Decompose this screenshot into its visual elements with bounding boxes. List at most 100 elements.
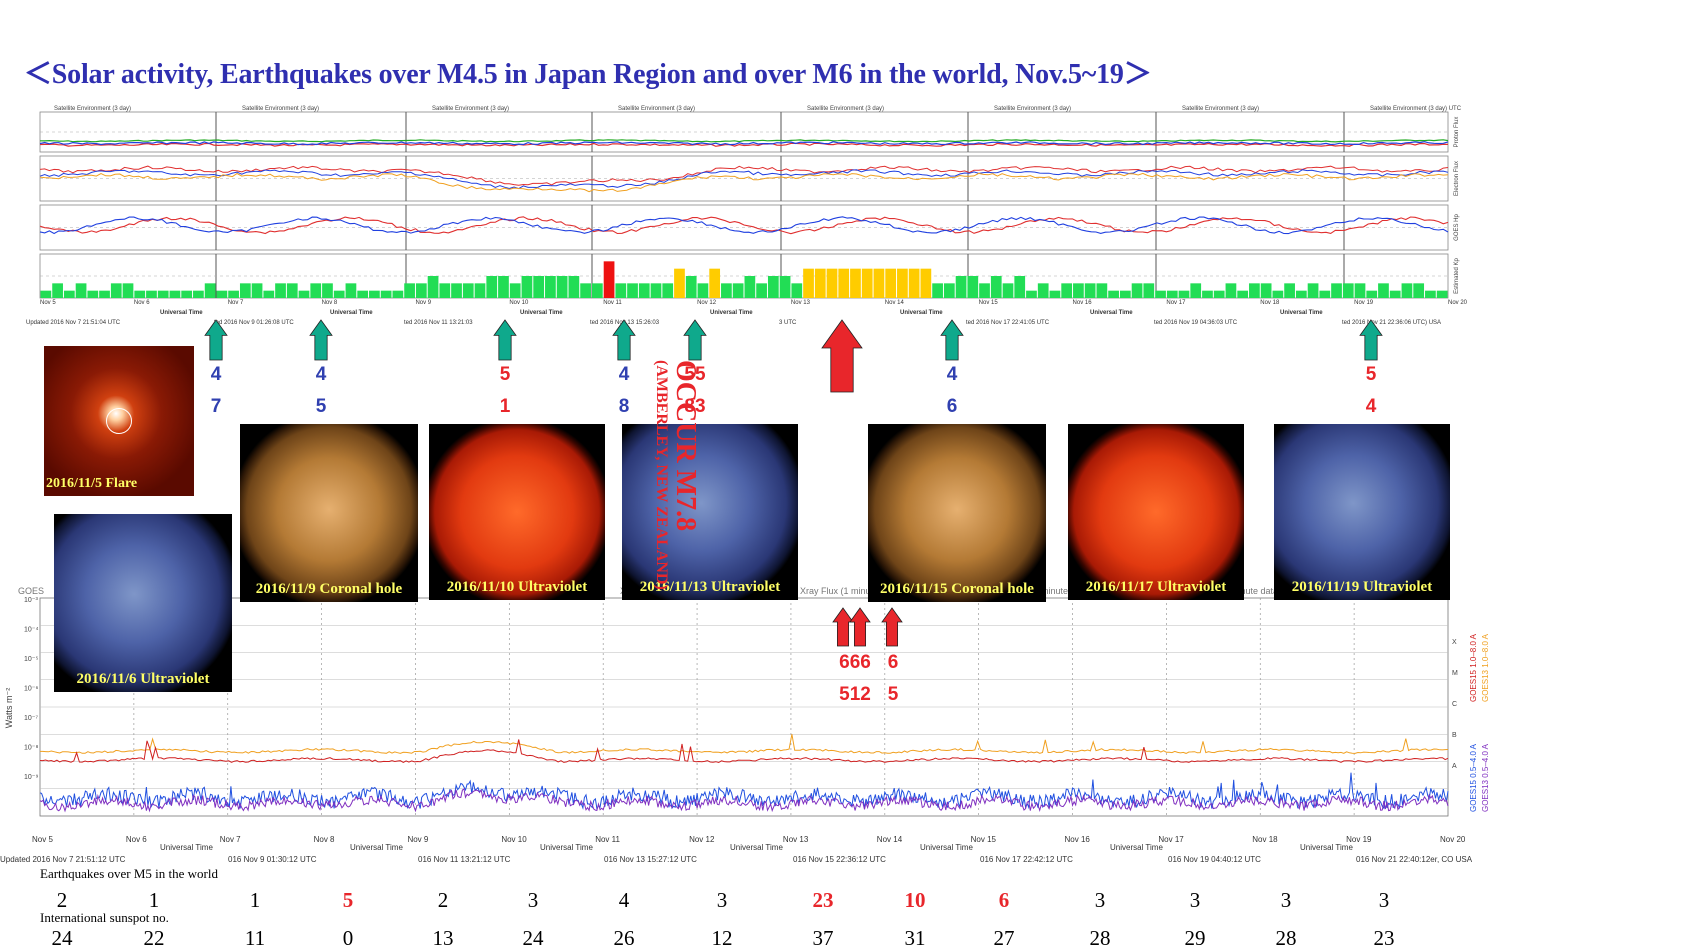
earthquake-count-cell: 3 <box>1378 888 1390 912</box>
kp-bar <box>110 283 122 298</box>
kp-bar <box>1108 290 1119 298</box>
xray-class-label: C <box>1452 701 1457 708</box>
occur-annotation: OCCUR M7.8 (AMBERLEY, NEW ZEALAND) <box>653 360 701 590</box>
kp-bar <box>545 276 556 298</box>
top-updated-text: ted 2016 Nov 21 22:36:06 UTC) USA <box>1342 320 1441 326</box>
kp-bar <box>568 276 580 298</box>
earthquake-count-cell: 1 <box>249 888 261 912</box>
kp-bar <box>333 290 345 298</box>
kp-bar <box>486 276 498 298</box>
kp-bar <box>462 283 474 298</box>
xray-updated-text: 016 Nov 9 01:30:12 UTC <box>228 855 317 864</box>
kp-bar <box>87 290 99 298</box>
japan-arrow-magnitude: 5 <box>499 364 511 385</box>
xray-x-tick: Nov 14 <box>877 835 903 844</box>
kp-bar <box>826 268 838 298</box>
kp-bar <box>498 276 509 298</box>
kp-bar <box>228 290 239 298</box>
xray-class-label: X <box>1452 639 1457 646</box>
kp-bar <box>298 290 310 298</box>
sunspot-count-cell: 31 <box>904 926 926 950</box>
japan-arrow-count: 6 <box>946 396 958 417</box>
xray-x-tick: Nov 6 <box>126 835 147 844</box>
kp-bar <box>1284 283 1295 298</box>
kp-bar <box>638 283 650 298</box>
japan-arrow-count: 1 <box>499 396 511 417</box>
xray-class-label: B <box>1452 732 1457 739</box>
kp-bar <box>1190 283 1202 298</box>
sunspot-row-label: International sunspot no. <box>40 910 169 925</box>
top-universal-time-label: Universal Time <box>520 310 563 316</box>
xray-updated-text: Updated 2016 Nov 7 21:51:12 UTC <box>0 855 126 864</box>
kp-bar <box>1155 290 1166 298</box>
xray-updated-text: 016 Nov 11 13:21:12 UTC <box>418 855 511 864</box>
kp-bar <box>1331 283 1342 298</box>
japan-arrow-count: 5 <box>315 396 327 417</box>
earthquake-count-cell: 1 <box>148 888 160 912</box>
top-universal-time-label: Universal Time <box>1090 310 1133 316</box>
kp-bar <box>1366 290 1378 298</box>
sunspot-count-cell: 27 <box>993 926 1015 950</box>
top-x-tick: Nov 12 <box>697 300 717 306</box>
kp-bar <box>1272 290 1284 298</box>
solar-image: 2016/11/17 Ultraviolet <box>1068 424 1244 600</box>
kp-bar <box>791 283 803 298</box>
kp-bar <box>322 283 333 298</box>
occur-location: (AMBERLEY, NEW ZEALAND) <box>653 360 670 590</box>
xray-y-tick: 10⁻⁷ <box>24 715 38 722</box>
kp-bar <box>204 283 216 298</box>
proton-trace <box>39 142 1449 147</box>
kp-bar <box>1026 290 1037 298</box>
top-x-tick: Nov 13 <box>791 300 811 306</box>
top-axis-label: GOES Hp <box>1454 214 1460 241</box>
top-x-tick: Nov 6 <box>134 300 150 306</box>
kp-bar <box>1119 290 1131 298</box>
kp-bar <box>1061 283 1073 298</box>
xray-legend-label: GOES13 0.5–4.0 A <box>1481 743 1490 812</box>
kp-bar <box>521 276 533 298</box>
sunspot-count-cell: 37 <box>812 926 834 950</box>
kp-bar <box>1166 290 1178 298</box>
sunspot-count-cell: 11 <box>244 926 266 950</box>
earthquake-count-cell: 3 <box>527 888 539 912</box>
kp-bar <box>1202 290 1213 298</box>
japan-arrow-count: 7 <box>210 396 222 417</box>
kp-bar <box>533 276 545 298</box>
japan-arrow-magnitude: 4 <box>315 364 327 385</box>
kp-bar <box>1237 290 1249 298</box>
xray-x-tick: Nov 12 <box>689 835 715 844</box>
xray-legend-label: GOES13 1.0–8.0 A <box>1481 633 1490 702</box>
kp-bar <box>369 290 380 298</box>
xray-universal-time-label: Universal Time <box>350 843 403 852</box>
top-x-tick: Nov 17 <box>1166 300 1186 306</box>
kp-bar <box>251 283 263 298</box>
world-arrow-top: 666 <box>839 652 871 673</box>
xray-class-label: A <box>1452 763 1457 770</box>
top-x-tick: Nov 7 <box>228 300 244 306</box>
top-x-tick: Nov 5 <box>40 300 56 306</box>
kp-bar <box>1002 283 1014 298</box>
earthquake-count-cell: 23 <box>812 888 834 912</box>
kp-bar <box>99 290 110 298</box>
solar-image-caption: 2016/11/6 Ultraviolet <box>76 671 210 687</box>
kp-bar <box>1178 290 1190 298</box>
occur-text: OCCUR M7.8 <box>670 360 701 532</box>
top-x-tick: Nov 9 <box>415 300 431 306</box>
japan-arrow-count: 83 <box>684 396 706 417</box>
kp-bar <box>1131 283 1143 298</box>
electron-trace <box>39 165 1449 186</box>
xray-universal-time-label: Universal Time <box>730 843 783 852</box>
solar-image: 2016/11/10 Ultraviolet <box>429 424 605 600</box>
top-x-tick: Nov 8 <box>322 300 338 306</box>
kp-bar <box>967 276 979 298</box>
kp-bar <box>216 290 228 298</box>
top-panel-header: Satellite Environment (3 day) <box>242 106 319 112</box>
xray-x-tick: Nov 18 <box>1252 835 1278 844</box>
world-arrow-bottom: 512 <box>839 684 871 705</box>
occulter-ring <box>106 408 132 434</box>
japan-arrow-magnitude: 4 <box>946 364 958 385</box>
earthquake-count-cell: 5 <box>342 888 354 912</box>
earthquake-count-cell: 3 <box>716 888 728 912</box>
top-updated-text: 3 UTC <box>779 320 797 326</box>
kp-bar <box>697 283 709 298</box>
